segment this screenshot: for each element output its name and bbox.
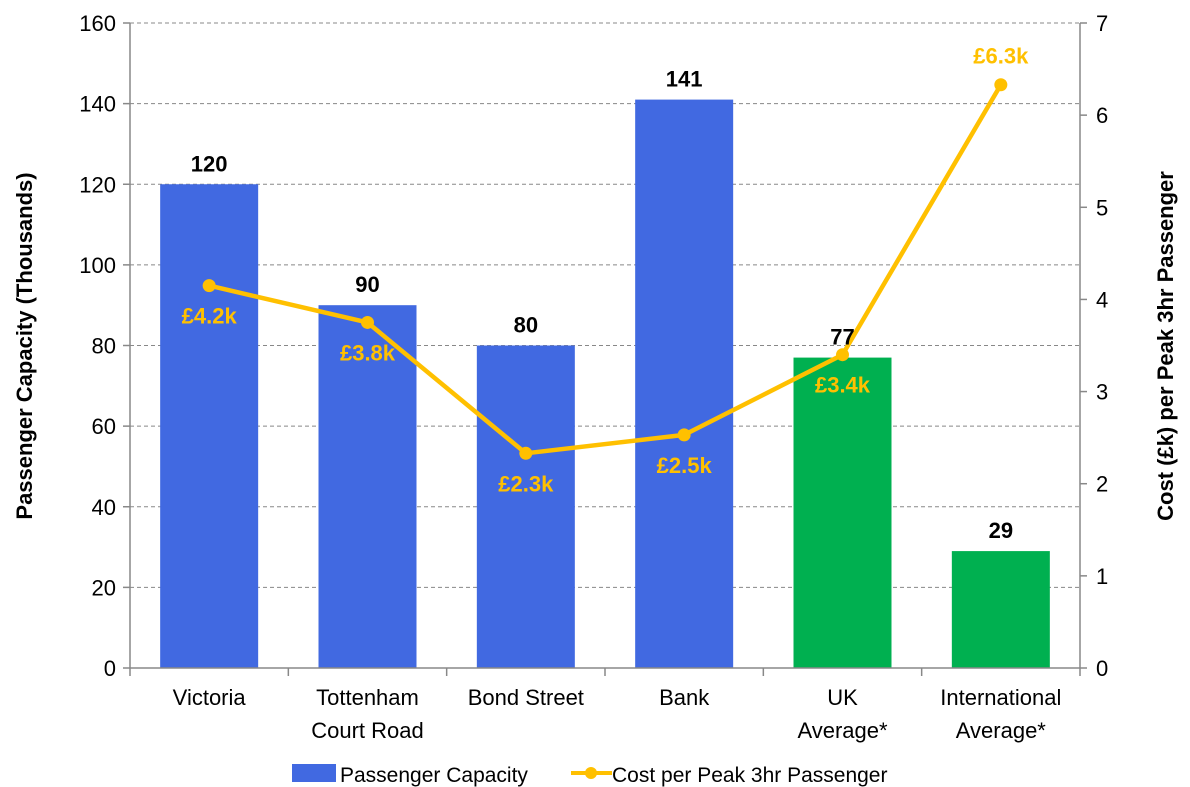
y2-tick-label: 3 [1096, 380, 1108, 405]
y-tick-label: 100 [79, 253, 116, 278]
x-tick-label: Victoria [173, 685, 247, 710]
bar-data-label: 141 [666, 67, 703, 92]
cost-point [677, 428, 691, 442]
cost-data-label: £2.5k [657, 453, 713, 478]
y2-tick-label: 1 [1096, 564, 1108, 589]
x-tick-label: Court Road [311, 718, 424, 743]
y2-tick-label: 5 [1096, 195, 1108, 220]
cost-line-path [208, 83, 1003, 456]
gridlines [130, 22, 1080, 588]
axes: 0 20 40 60 80 100 120 140 160 0 1 2 3 4 5 6 7 Victoria Tot… [79, 11, 1108, 743]
cost-point [519, 446, 533, 460]
y-tick-label: 60 [92, 414, 116, 439]
bar [635, 99, 734, 668]
cost-data-label: £3.4k [815, 373, 871, 398]
bar-data-label: 77 [830, 325, 854, 350]
cost-point [202, 279, 216, 293]
bar [476, 345, 575, 668]
bar-data-label: 29 [989, 518, 1013, 543]
y-tick-label: 40 [92, 495, 116, 520]
bars [160, 99, 1050, 668]
cost-data-label: £3.8k [340, 340, 396, 365]
bar-data-label: 80 [514, 313, 538, 338]
x-tick-label: Average* [797, 718, 888, 743]
y-tick-label: 80 [92, 334, 116, 359]
cost-point [836, 348, 849, 362]
data-labels: 120 90 80 141 77 29 £4.2k £3.8k £2.3k £2.5k £3.4k £… [182, 44, 1029, 543]
x-tick-label: International [940, 685, 1061, 710]
bar-data-label: 120 [191, 151, 228, 176]
cost-point [994, 78, 1008, 92]
x-tick-label: Tottenham [316, 685, 419, 710]
bar-data-label: 90 [355, 272, 379, 297]
y-axis-title: Passenger Capacity (Thousands) [12, 172, 37, 519]
cost-line [202, 78, 1008, 460]
cost-point [361, 315, 374, 329]
bar [160, 184, 259, 668]
y2-tick-label: 7 [1096, 11, 1108, 36]
legend-label-passenger-capacity: Passenger Capacity [340, 764, 528, 787]
y-tick-label: 120 [79, 172, 116, 197]
y-tick-label: 20 [92, 575, 116, 600]
y2-tick-label: 4 [1096, 287, 1108, 312]
y2-tick-label: 0 [1096, 656, 1108, 681]
x-tick-label: Bank [659, 685, 710, 710]
y-tick-label: 140 [79, 92, 116, 117]
y2-axis-title: Cost (£k) per Peak 3hr Passenger [1153, 171, 1178, 521]
cost-data-label: £2.3k [498, 471, 554, 496]
cost-data-label: £4.2k [182, 304, 238, 329]
bar [951, 551, 1050, 668]
cost-data-label: £6.3k [973, 44, 1029, 69]
legend-swatch-passenger-capacity [292, 764, 336, 782]
bar [318, 305, 417, 668]
legend: Passenger Capacity Cost per Peak 3hr Pas… [292, 764, 887, 787]
y-tick-label: 160 [79, 11, 116, 36]
x-tick-label: Average* [956, 718, 1047, 743]
legend-label-cost: Cost per Peak 3hr Passenger [612, 764, 887, 787]
y2-tick-label: 2 [1096, 472, 1108, 497]
bar [793, 357, 892, 668]
y2-tick-label: 6 [1096, 103, 1108, 128]
legend-marker-cost [585, 767, 597, 779]
y-tick-label: 0 [104, 656, 116, 681]
x-tick-label: Bond Street [468, 685, 584, 710]
x-tick-label: UK [827, 685, 858, 710]
